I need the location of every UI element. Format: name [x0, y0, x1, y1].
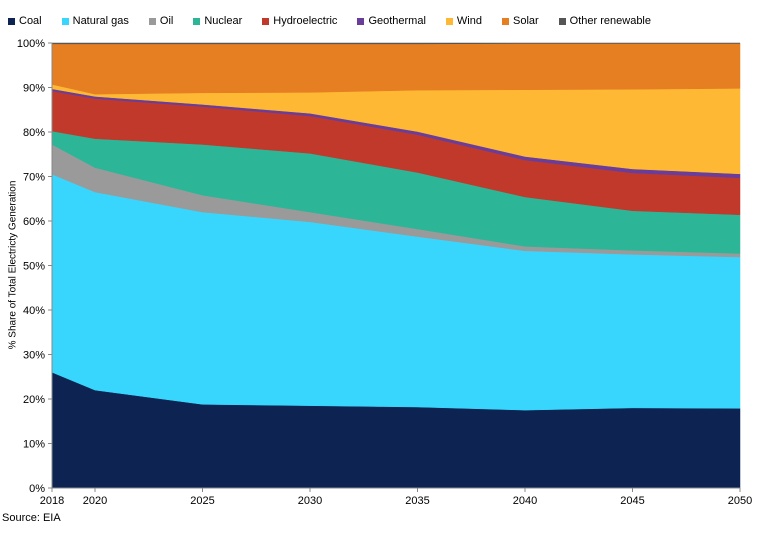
legend-swatch [148, 17, 156, 25]
legend-item: Nuclear [193, 15, 262, 27]
legend-swatch [558, 17, 566, 25]
y-tick-label: 90% [23, 83, 45, 95]
x-tick-label: 2035 [405, 495, 429, 507]
x-tick-label: 2045 [620, 495, 644, 507]
legend-label: Hydroelectric [273, 15, 338, 27]
area-other-renewable [51, 42, 741, 45]
y-tick-label: 40% [23, 305, 45, 317]
legend-label: Geothermal [368, 15, 426, 27]
legend-item: Hydroelectric [262, 15, 357, 27]
y-tick-label: 20% [23, 394, 45, 406]
legend-label: Nuclear [204, 15, 243, 27]
y-tick-label: 0% [29, 483, 45, 495]
legend-swatch [61, 17, 69, 25]
legend-swatch [501, 17, 509, 25]
area-solar [51, 43, 741, 95]
y-tick-label: 50% [23, 261, 45, 273]
legend-swatch [357, 17, 365, 25]
legend-swatch [193, 17, 201, 25]
legend-label: Solar [512, 15, 539, 27]
y-tick-label: 100% [17, 38, 45, 50]
legend-item: Natural gas [61, 15, 149, 27]
area-layer [51, 42, 741, 489]
source-note: Source: EIA [2, 512, 61, 524]
legend-item: Solar [501, 15, 559, 27]
legend-label: Wind [456, 15, 482, 27]
legend-item: Coal [8, 15, 62, 27]
x-tick-label: 2050 [728, 495, 752, 507]
chart-legend: Coal Natural gas Oil Nuclear Hydroelectric Ge… [8, 12, 671, 30]
legend-swatch [445, 17, 453, 25]
legend-label: Natural gas [72, 15, 129, 27]
x-tick-label: 2025 [190, 495, 214, 507]
legend-item: Geothermal [357, 15, 445, 27]
y-tick-label: 10% [23, 439, 45, 451]
x-tick-label: 2030 [298, 495, 322, 507]
y-tick-label: 70% [23, 172, 45, 184]
legend-label: Other renewable [569, 15, 651, 27]
y-tick-label: 80% [23, 127, 45, 139]
legend-swatch [8, 17, 15, 25]
x-tick-label: 2020 [83, 495, 107, 507]
legend-item: Wind [445, 15, 502, 27]
x-tick-label: 2018 [40, 495, 64, 507]
x-tick-label: 2040 [513, 495, 537, 507]
y-tick-label: 60% [23, 216, 45, 228]
legend-swatch [262, 17, 270, 25]
y-tick-label: 30% [23, 350, 45, 362]
legend-item: Oil [148, 15, 193, 27]
y-axis-label: % Share of Total Electricty Generation [7, 180, 19, 350]
legend-label: Coal [19, 15, 42, 27]
legend-label: Oil [159, 15, 174, 27]
legend-item: Other renewable [558, 15, 671, 27]
